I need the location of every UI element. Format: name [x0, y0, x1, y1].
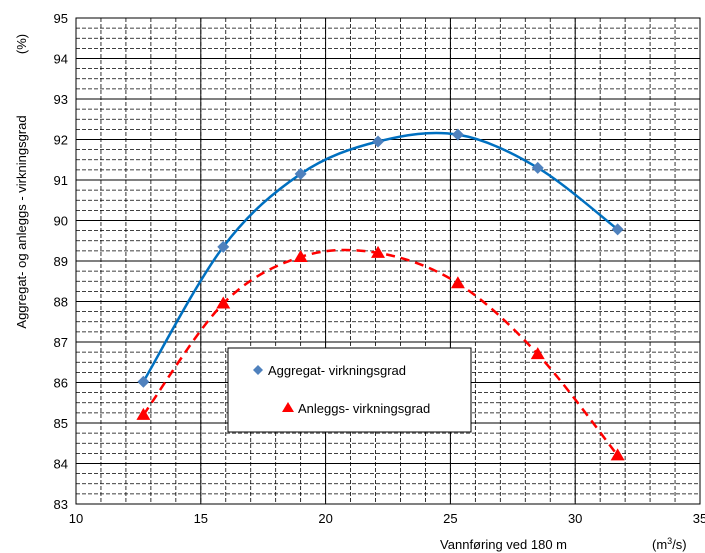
- legend-box: [227, 347, 472, 433]
- y-tick-label: 88: [54, 295, 68, 310]
- data-point-aggregat: [137, 375, 150, 388]
- x-tick-labels: 10 15 20 25 30 35: [69, 511, 705, 526]
- x-axis-unit-suffix: /s): [672, 537, 686, 552]
- y-tick-label: 92: [54, 133, 68, 148]
- x-axis-unit-sup: 3: [667, 536, 672, 546]
- data-point-anleggs: [293, 249, 308, 262]
- x-tick-label: 15: [194, 511, 208, 526]
- series-layer: [136, 128, 625, 461]
- y-tick-label: 89: [54, 254, 68, 269]
- data-point-anleggs: [371, 245, 386, 258]
- y-tick-label: 86: [54, 376, 68, 391]
- data-point-aggregat: [372, 135, 385, 148]
- data-point-aggregat: [451, 128, 464, 141]
- x-tick-label: 25: [443, 511, 457, 526]
- plot-border: [75, 17, 701, 505]
- data-point-anleggs: [216, 296, 231, 309]
- x-axis-unit: (m3/s): [652, 536, 687, 552]
- y-tick-label: 93: [54, 92, 68, 107]
- x-axis-label: Vannføring ved 180 m: [440, 537, 567, 552]
- legend-marker-anleggs: [282, 402, 294, 412]
- y-tick-label: 94: [54, 52, 68, 67]
- legend-label-aggregat: Aggregat- virkningsgrad: [268, 363, 406, 378]
- y-tick-label: 87: [54, 335, 68, 350]
- y-axis-label: Aggregat- og anleggs - virkningsgrad: [14, 115, 29, 328]
- data-point-aggregat: [531, 161, 544, 174]
- legend-marker-aggregat: [253, 365, 263, 375]
- y-tick-label: 84: [54, 457, 68, 472]
- data-point-anleggs: [136, 407, 151, 420]
- data-point-anleggs: [530, 347, 545, 360]
- y-tick-label: 95: [54, 11, 68, 26]
- data-point-anleggs: [610, 448, 625, 461]
- y-tick-label: 91: [54, 173, 68, 188]
- x-axis-unit-prefix: (m: [652, 537, 667, 552]
- y-axis-unit: (%): [14, 34, 29, 54]
- x-tick-label: 10: [69, 511, 83, 526]
- data-point-aggregat: [611, 223, 624, 236]
- y-tick-labels: 83 84 85 86 87 88 89 90 91 92 93 94 95: [54, 11, 68, 512]
- legend-label-anleggs: Anleggs- virkningsgrad: [298, 401, 430, 416]
- legend: Aggregat- virkningsgrad Anleggs- virknin…: [227, 347, 472, 433]
- y-tick-label: 85: [54, 416, 68, 431]
- x-tick-label: 20: [318, 511, 332, 526]
- data-point-aggregat: [294, 167, 307, 180]
- y-tick-label: 83: [54, 497, 68, 512]
- x-tick-label: 30: [568, 511, 582, 526]
- data-point-anleggs: [450, 276, 465, 289]
- y-tick-label: 90: [54, 214, 68, 229]
- x-tick-label: 35: [693, 511, 705, 526]
- data-point-aggregat: [217, 240, 230, 253]
